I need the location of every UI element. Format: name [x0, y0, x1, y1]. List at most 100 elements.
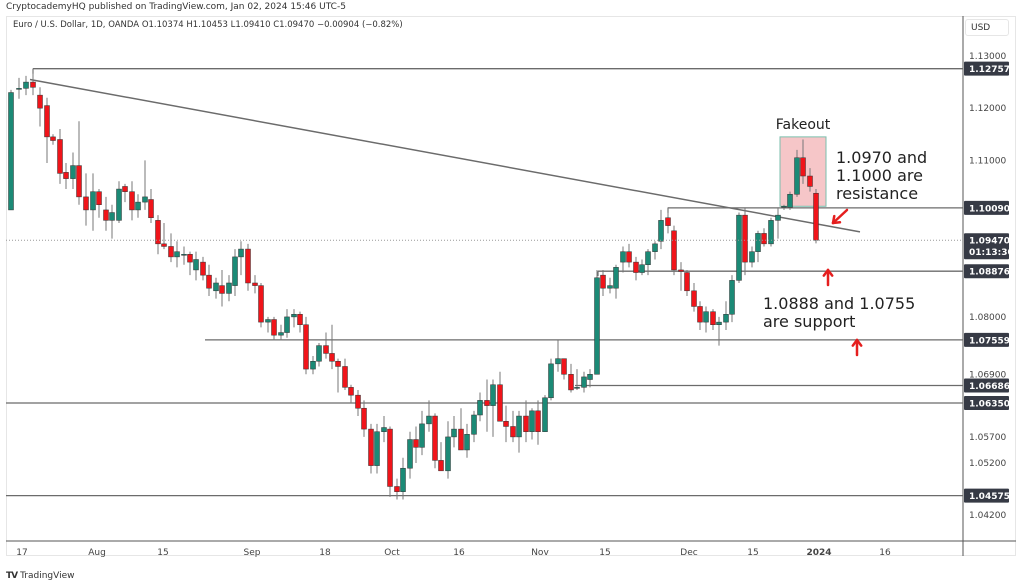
- candle: [361, 400, 367, 437]
- publisher-line: CryptocademyHQ published on TradingView.…: [6, 2, 346, 12]
- candle: [83, 173, 89, 226]
- candle: [548, 358, 554, 401]
- candle: [736, 212, 742, 283]
- candle: [600, 269, 606, 297]
- candle: [432, 413, 438, 469]
- candle: [381, 416, 387, 443]
- support-note[interactable]: 1.0888 and 1.0755: [763, 294, 915, 313]
- candle: [594, 269, 600, 375]
- candle: [129, 181, 135, 221]
- svg-text:1.06686: 1.06686: [969, 382, 1010, 392]
- candle: [329, 324, 335, 370]
- price-tick-label: 1.05700: [969, 433, 1006, 443]
- trendline-segment[interactable]: [29, 78, 861, 233]
- candle: [471, 410, 477, 443]
- arrow-up-icon: [851, 338, 863, 357]
- price-tag: 1.07559: [964, 332, 1010, 347]
- price-tick-label: 1.08000: [969, 313, 1006, 323]
- currency-button[interactable]: USD: [965, 19, 1009, 36]
- candle: [535, 400, 541, 445]
- candle: [691, 282, 697, 312]
- time-tick-label: 16: [453, 548, 465, 558]
- candle: [813, 189, 819, 244]
- candle: [148, 189, 154, 223]
- candle: [484, 379, 490, 432]
- candle: [187, 251, 193, 276]
- axes: [6, 16, 1016, 556]
- price-tag: 1.06686: [964, 378, 1010, 393]
- candle: [374, 423, 380, 474]
- candle: [155, 215, 161, 255]
- time-axis-ticks: 17 Aug 15 Sep 18 Oct 16 Nov 15 Dec 15 2024 16: [16, 548, 891, 558]
- candle: [387, 426, 393, 497]
- candle: [652, 241, 658, 260]
- time-tick-label: Aug: [88, 548, 106, 558]
- svg-text:1.07559: 1.07559: [969, 336, 1010, 346]
- candle: [697, 301, 703, 330]
- price-axis-ticks: 1.13000 1.12000 1.11000 1.08000 1.06900 1.057…: [969, 52, 1006, 521]
- horizontal-levels[interactable]: [6, 68, 963, 497]
- time-tick-label: Dec: [680, 548, 697, 558]
- candle: [116, 181, 122, 223]
- candle: [438, 442, 444, 472]
- candle: [16, 77, 22, 99]
- candle: [581, 371, 587, 393]
- support-note[interactable]: are support: [763, 312, 855, 331]
- candle: [323, 332, 329, 359]
- svg-text:1.08876: 1.08876: [969, 268, 1010, 278]
- candle: [768, 217, 774, 247]
- candle: [407, 431, 413, 479]
- candle: [168, 233, 174, 263]
- resistance-note[interactable]: 1.0970 and: [836, 148, 927, 167]
- candle: [413, 426, 419, 464]
- arrow-down-left-icon: [831, 208, 849, 225]
- candle: [238, 241, 244, 276]
- candle: [729, 275, 735, 323]
- svg-text:1.09470: 1.09470: [969, 237, 1010, 247]
- candle: [568, 363, 574, 393]
- candle: [445, 421, 451, 479]
- candle: [426, 400, 432, 432]
- price-tick-label: 1.06900: [969, 370, 1006, 380]
- candle: [787, 191, 793, 210]
- candle: [368, 423, 374, 474]
- fakeout-label[interactable]: Fakeout: [776, 117, 831, 133]
- time-tick-label: 15: [157, 548, 168, 558]
- candle: [761, 228, 767, 247]
- candle: [678, 262, 684, 291]
- tradingview-logo[interactable]: TV TradingView: [6, 571, 75, 581]
- candle: [310, 356, 316, 375]
- chart-frame: [6, 16, 1016, 556]
- candle: [665, 207, 671, 234]
- candle: [30, 68, 36, 96]
- candle: [755, 230, 761, 263]
- price-tick-label: 1.13000: [969, 52, 1006, 62]
- candles: [8, 68, 819, 500]
- candle: [63, 162, 69, 190]
- time-tick-label: 15: [747, 548, 758, 558]
- candle: [710, 309, 716, 330]
- candle: [271, 316, 277, 341]
- trendline[interactable]: [29, 78, 861, 233]
- candle: [232, 249, 238, 297]
- candle: [226, 275, 232, 302]
- resistance-note[interactable]: resistance: [836, 184, 918, 203]
- candle: [490, 379, 496, 437]
- candle: [348, 384, 354, 403]
- candle: [316, 342, 322, 367]
- candle: [394, 478, 400, 500]
- time-tick-label: 16: [879, 548, 891, 558]
- resistance-note[interactable]: 1.1000 are: [836, 166, 923, 185]
- price-tags: 1.12757 1.10090 1.08876 1.07559 1.06686 1.063…: [964, 61, 1014, 503]
- time-tick-label: Sep: [244, 548, 261, 558]
- candle: [671, 225, 677, 276]
- candle: [206, 264, 212, 297]
- candle: [37, 87, 43, 127]
- symbol-legend[interactable]: Euro / U.S. Dollar, 1D, OANDA O1.10374 H…: [13, 20, 403, 30]
- candle: [122, 183, 128, 203]
- svg-text:1.04575: 1.04575: [969, 492, 1010, 502]
- price-tag: 1.12757: [964, 61, 1010, 76]
